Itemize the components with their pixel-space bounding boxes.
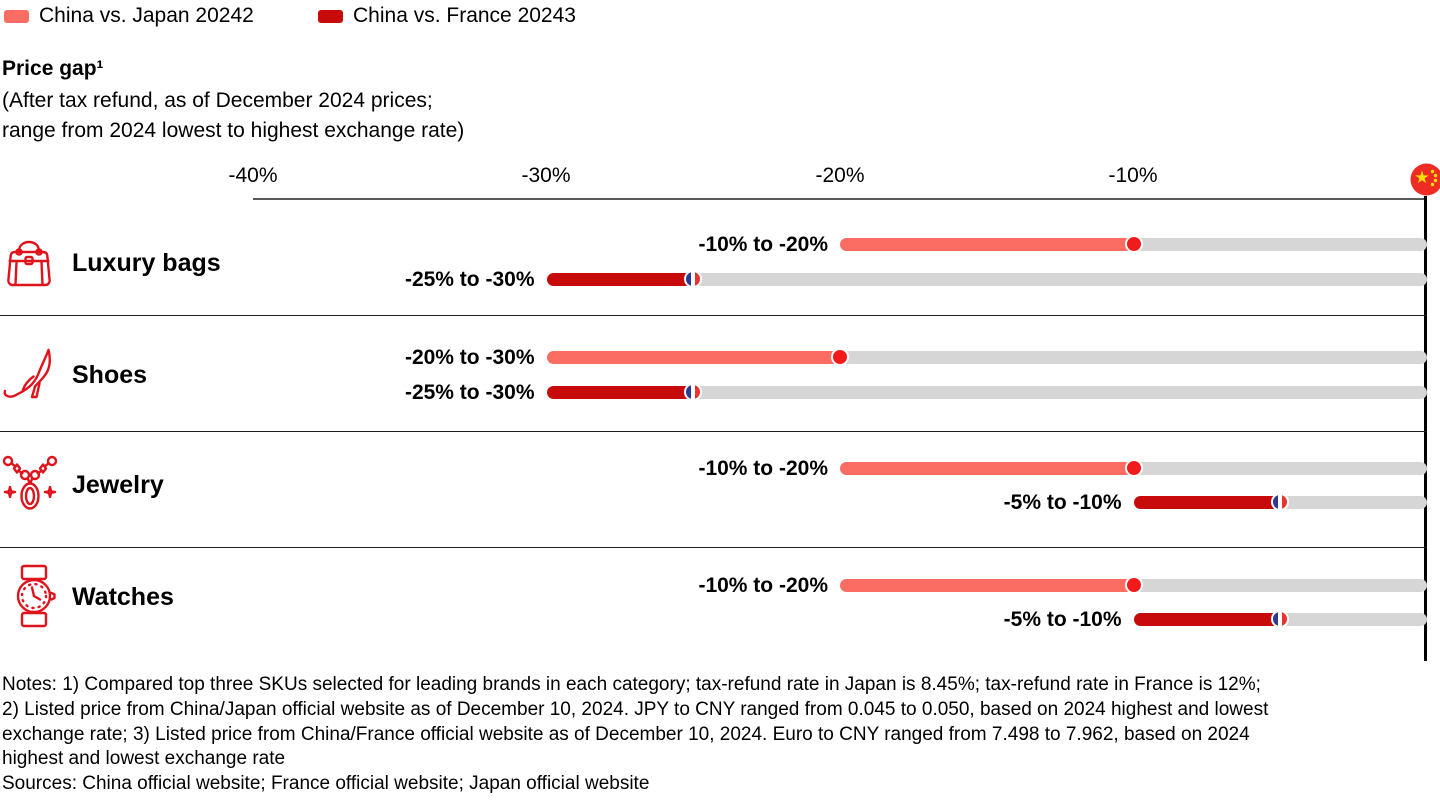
bar-value-label: -5% to -10% bbox=[1003, 607, 1122, 631]
necklace-icon bbox=[2, 454, 58, 516]
range-bar-japan bbox=[840, 579, 1134, 592]
range-bar-france bbox=[546, 273, 694, 286]
bar-luxury-bags-france: -25% to -30% bbox=[0, 268, 1440, 291]
legend-item-france: China vs. France 20243 bbox=[318, 3, 576, 29]
bar-value-label: -10% to -20% bbox=[698, 456, 828, 480]
chart-subtitle-line1: (After tax refund, as of December 2024 p… bbox=[2, 89, 433, 112]
bar-track bbox=[1280, 496, 1427, 509]
japan-flag-dot bbox=[1124, 576, 1143, 594]
footnote-line-2: 2) Listed price from China/Japan officia… bbox=[2, 698, 1269, 720]
zero-baseline bbox=[1424, 196, 1427, 661]
handbag-icon bbox=[6, 234, 52, 288]
bar-jewelry-japan: -10% to -20% bbox=[0, 457, 1440, 480]
bar-track bbox=[1133, 238, 1427, 251]
legend-item-japan: China vs. Japan 20242 bbox=[4, 3, 254, 29]
japan-flag-dot bbox=[1124, 459, 1143, 477]
bar-value-label: -25% to -30% bbox=[404, 380, 535, 404]
bar-track bbox=[693, 273, 1427, 286]
france-flag-dot bbox=[1271, 610, 1290, 628]
legend-label-france: China vs. France 20243 bbox=[353, 4, 576, 27]
category-label-jewelry: Jewelry bbox=[72, 471, 164, 499]
bar-watches-japan: -10% to -20% bbox=[0, 574, 1440, 597]
axis-tick--30: -30% bbox=[521, 164, 571, 187]
bar-track bbox=[1133, 462, 1427, 475]
bar-value-label: -10% to -20% bbox=[698, 232, 828, 256]
axis-tick--20: -20% bbox=[815, 164, 865, 187]
bar-value-label: -20% to -30% bbox=[404, 345, 535, 369]
range-bar-france bbox=[546, 386, 694, 399]
range-bar-france bbox=[1133, 496, 1281, 509]
chart-subtitle-line2: range from 2024 lowest to highest exchan… bbox=[2, 119, 465, 142]
range-bar-japan bbox=[546, 351, 840, 364]
japan-flag-dot bbox=[1124, 235, 1143, 253]
bar-value-label: -10% to -20% bbox=[698, 573, 828, 597]
wristwatch-icon bbox=[8, 564, 60, 628]
high-heel-shoe-icon bbox=[2, 346, 56, 402]
footnotes: Notes: 1) Compared top three SKUs select… bbox=[2, 673, 1268, 797]
axis-tick--40: -40% bbox=[228, 164, 278, 187]
bar-luxury-bags-japan: -10% to -20% bbox=[0, 233, 1440, 256]
range-bar-japan bbox=[840, 238, 1134, 251]
category-label-luxury-bags: Luxury bags bbox=[72, 249, 221, 277]
range-bar-japan bbox=[840, 462, 1134, 475]
legend-swatch-france bbox=[318, 9, 343, 23]
france-flag-dot bbox=[1271, 493, 1290, 511]
footnote-line-3: exchange rate; 3) Listed price from Chin… bbox=[2, 723, 1250, 745]
chart-subtitle: (After tax refund, as of December 2024 p… bbox=[2, 86, 464, 146]
bar-track bbox=[1280, 613, 1427, 626]
bar-value-label: -5% to -10% bbox=[1003, 490, 1122, 514]
range-bar-france bbox=[1133, 613, 1281, 626]
footnote-line-1: Notes: 1) Compared top three SKUs select… bbox=[2, 674, 1261, 695]
footnote-line-4: highest and lowest exchange rate bbox=[2, 748, 286, 770]
bar-track bbox=[1133, 579, 1427, 592]
sources-line: Sources: China official website; France … bbox=[2, 773, 650, 795]
bar-track bbox=[840, 351, 1427, 364]
bar-jewelry-france: -5% to -10% bbox=[0, 491, 1440, 514]
bar-value-label: -25% to -30% bbox=[404, 267, 535, 291]
category-label-watches: Watches bbox=[72, 583, 174, 611]
page-title: Price gap¹ bbox=[2, 57, 104, 80]
bar-track bbox=[693, 386, 1427, 399]
row-separator-3 bbox=[0, 547, 1427, 548]
legend-label-japan: China vs. Japan 20242 bbox=[39, 4, 254, 27]
bar-shoes-france: -25% to -30% bbox=[0, 381, 1440, 404]
legend-swatch-japan bbox=[4, 9, 29, 23]
row-separator-2 bbox=[0, 431, 1427, 432]
france-flag-dot bbox=[684, 270, 703, 288]
row-separator-1 bbox=[0, 315, 1427, 316]
x-axis-line bbox=[253, 198, 1427, 200]
france-flag-dot bbox=[684, 383, 703, 401]
category-label-shoes: Shoes bbox=[72, 361, 148, 389]
axis-tick--10: -10% bbox=[1108, 164, 1158, 187]
bar-watches-france: -5% to -10% bbox=[0, 608, 1440, 631]
china-flag-icon bbox=[1410, 163, 1440, 201]
bar-shoes-japan: -20% to -30% bbox=[0, 346, 1440, 369]
japan-flag-dot bbox=[831, 348, 849, 366]
